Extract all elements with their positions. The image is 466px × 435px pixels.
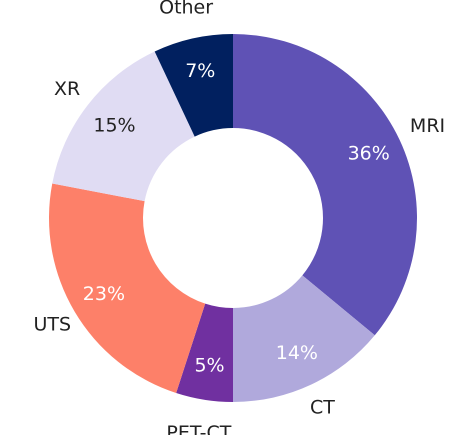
category-label: MRI xyxy=(410,115,445,137)
value-label: 36% xyxy=(348,143,390,165)
value-label: 7% xyxy=(185,60,215,82)
category-label: XR xyxy=(54,78,80,100)
donut-slice xyxy=(52,51,195,202)
value-label: 5% xyxy=(194,355,224,377)
donut-slice xyxy=(154,34,233,137)
donut-slice xyxy=(176,303,233,402)
donut-slice xyxy=(233,34,417,336)
category-label: CT xyxy=(310,397,335,419)
category-label: PET-CT xyxy=(166,422,231,435)
category-label: UTS xyxy=(33,313,71,335)
donut-slice xyxy=(233,275,375,402)
category-label: Other xyxy=(159,0,213,19)
value-label: 14% xyxy=(276,342,318,364)
donut-slice xyxy=(49,183,206,393)
value-label: 23% xyxy=(83,283,125,305)
value-label: 15% xyxy=(93,115,135,137)
